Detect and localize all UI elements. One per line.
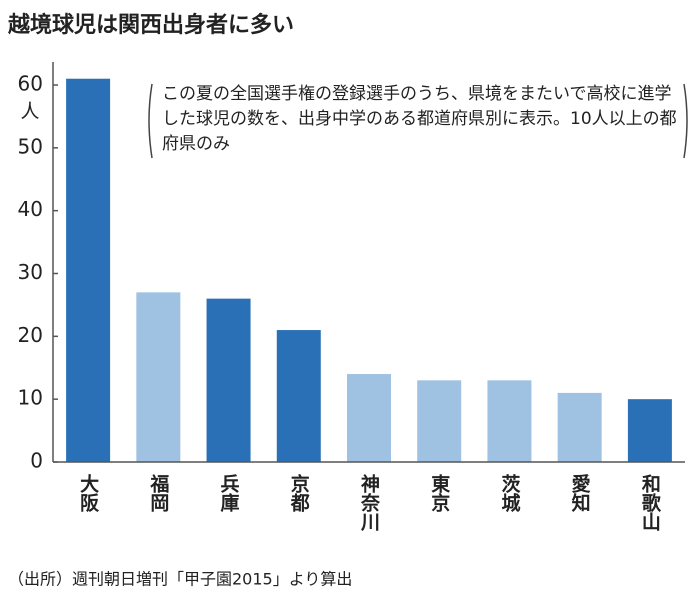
x-tick-label: 和歌山 [639,473,661,531]
bar [276,330,321,462]
y-tick-label: 20 [18,323,43,347]
x-tick-label: 東京 [428,473,450,513]
x-tick-label: 神奈川 [358,473,381,532]
y-tick-label: 60 [18,72,43,96]
bar [627,399,672,462]
bracket [148,83,153,159]
y-tick-label: 0 [30,449,43,473]
x-tick-label: 福岡 [147,473,170,512]
bar [417,380,462,462]
bar [136,292,181,462]
chart-title: 越境球児は関西出身者に多い [7,12,294,38]
y-tick-label: 40 [18,197,43,221]
bar [557,392,602,462]
y-tick-label: 50 [18,134,43,158]
bar [487,380,532,462]
source: （出所）週刊朝日増刊「甲子園2015」より算出 [8,570,352,589]
annotation: この夏の全国選手権の登録選手のうち、県境をまたいで高校に進学した球児の数を、出身… [162,84,677,154]
x-tick-label: 愛知 [569,474,591,513]
x-tick-label: 茨城 [498,473,520,513]
y-tick-label: 10 [18,386,43,410]
bar [347,374,391,462]
y-tick-label: 30 [18,260,43,284]
x-tick-label: 兵庫 [218,474,240,513]
bar [206,298,251,462]
bar [66,78,111,462]
x-tick-label: 大阪 [77,473,99,513]
x-tick-label: 京都 [288,473,311,512]
y-unit: 人 [20,101,39,123]
bracket [683,83,688,159]
